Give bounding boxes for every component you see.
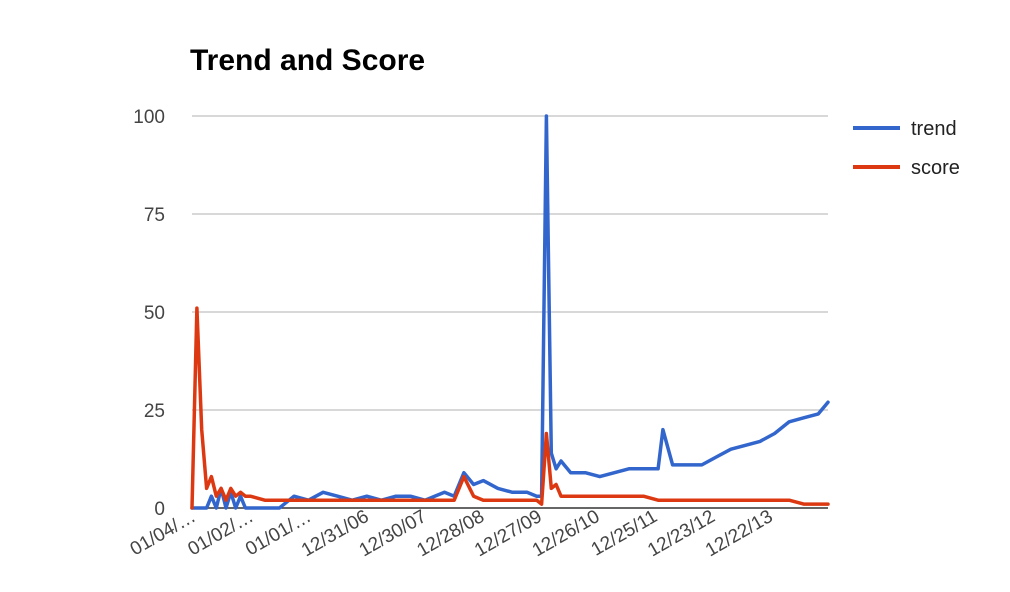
y-tick-label: 100 xyxy=(133,107,165,128)
x-tick-label: 12/26/10 xyxy=(529,506,604,561)
y-tick-label: 50 xyxy=(144,303,165,324)
x-tick-label: 12/22/13 xyxy=(702,506,777,561)
series-line-score xyxy=(190,306,830,510)
x-tick-label: 01/02/… xyxy=(184,506,257,560)
gridlines xyxy=(192,115,828,509)
x-axis-ticks: 01/04/…01/02/…01/01/…12/31/0612/30/0712/… xyxy=(127,506,777,561)
legend-label: trend xyxy=(911,118,957,140)
series-line-trend xyxy=(190,114,830,510)
y-tick-label: 25 xyxy=(144,401,165,422)
y-axis-ticks: 0 25 50 75 100 xyxy=(133,107,165,520)
chart-title: Trend and Score xyxy=(190,44,425,77)
series-lines xyxy=(190,114,830,510)
legend-label: score xyxy=(911,157,960,179)
legend[interactable]: trend score xyxy=(853,118,960,179)
y-tick-label: 75 xyxy=(144,205,165,226)
legend-item-trend[interactable]: trend xyxy=(853,118,957,140)
legend-item-score[interactable]: score xyxy=(853,157,960,179)
y-tick-label: 0 xyxy=(154,499,165,520)
